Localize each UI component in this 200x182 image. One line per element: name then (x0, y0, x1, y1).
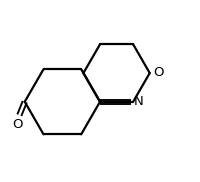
Text: O: O (12, 118, 23, 131)
Text: O: O (154, 66, 164, 79)
Text: N: N (134, 95, 144, 108)
